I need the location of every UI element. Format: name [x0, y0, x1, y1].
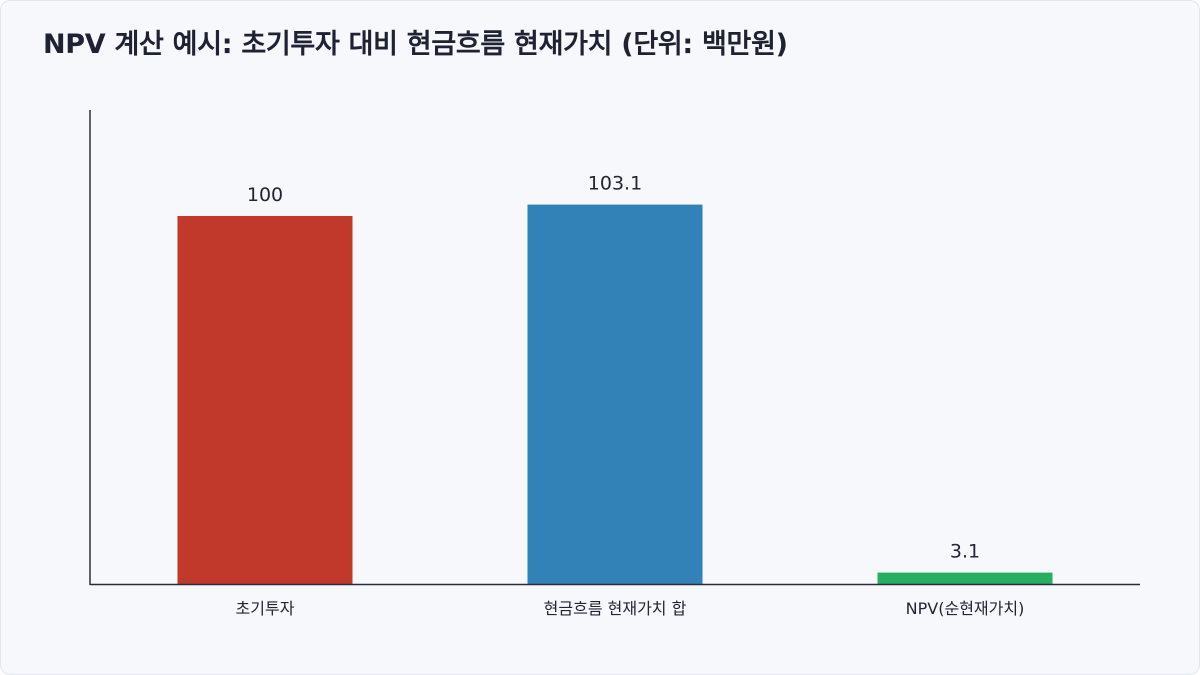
- bar-3: [877, 572, 1053, 584]
- bar-value-label-1: 100: [247, 184, 283, 206]
- x-tick-label-3: NPV(순현재가치): [906, 599, 1025, 618]
- labels-layer: 100 초기투자 103.1 현금흐름 현재가치 합 3.1 NPV(순현재가치): [236, 173, 1025, 618]
- bar-1: [177, 216, 353, 584]
- bar-value-label-3: 3.1: [950, 541, 980, 563]
- x-tick-label-1: 초기투자: [236, 599, 295, 618]
- bar-2: [527, 204, 703, 584]
- bar-value-label-2: 103.1: [588, 173, 642, 195]
- chart-title: NPV 계산 예시: 초기투자 대비 현금흐름 현재가치 (단위: 백만원): [43, 29, 788, 60]
- x-tick-label-2: 현금흐름 현재가치 합: [544, 599, 687, 618]
- bars-layer: [177, 204, 1053, 584]
